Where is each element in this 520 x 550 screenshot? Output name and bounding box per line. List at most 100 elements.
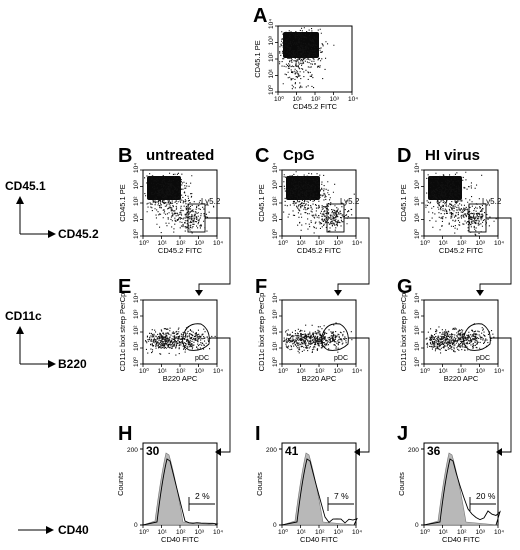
pdc-gate <box>321 323 349 351</box>
y-axis-label: Counts <box>255 472 264 496</box>
panel-letter: E <box>118 276 131 298</box>
x-tick-label: 10⁰ <box>278 239 288 247</box>
x-tick-label: 10⁴ <box>494 240 504 247</box>
y-tick-label: 10¹ <box>414 212 421 222</box>
x-tick-label: 10⁴ <box>352 240 362 247</box>
y-tick-label: 10³ <box>133 179 140 189</box>
y-tick-label: 10⁴ <box>133 163 140 173</box>
x-tick-label: 10⁰ <box>420 528 430 536</box>
y-tick-label: 10⁰ <box>413 357 421 367</box>
scatter-dots <box>425 326 478 354</box>
y-tick-label: 10² <box>414 325 421 335</box>
panel-c: C CpG Ly5.2 10⁰ 10¹ 10² 10³ 10⁴ 10⁰ 10¹ 10² 10³ 10⁴ C… <box>255 145 370 296</box>
y-tick-label: 10⁴ <box>414 163 421 173</box>
scatter-dots <box>283 171 336 221</box>
x-axis-label: CD40 FITC <box>300 535 339 544</box>
panel-title: untreated <box>146 147 214 164</box>
y-tick-label: 10³ <box>268 35 275 45</box>
x-tick-label: 10⁴ <box>352 368 362 375</box>
x-tick-label: 10⁰ <box>278 528 288 536</box>
x-tick-label: 10¹ <box>439 368 449 375</box>
legend-x-label: B220 <box>58 357 87 371</box>
y-tick-label: 10⁰ <box>267 85 275 95</box>
panel-title: HI virus <box>425 147 480 164</box>
x-axis-label: B220 APC <box>302 374 337 383</box>
y-tick-label: 10¹ <box>272 212 279 222</box>
y-tick-label: 10³ <box>414 179 421 189</box>
x-tick-label: 10³ <box>476 240 486 247</box>
x-axis-label: CD45.2 FITC <box>293 102 338 111</box>
y-axis-label: CD11c biot strep PerCp <box>257 293 266 372</box>
y-tick-label: 10¹ <box>133 212 140 222</box>
x-tick-label: 10⁰ <box>139 367 149 375</box>
x-tick-label: 10¹ <box>158 368 168 375</box>
panel-i: I 7 % 41 0 200 10⁰ 10¹ 10² 10³ 10⁴ Counts CD40 FITC <box>255 423 362 544</box>
arrow-head <box>48 360 56 368</box>
y-tick-label: 10² <box>133 196 140 206</box>
legend-y-label: CD11c <box>5 309 42 323</box>
cd40-histogram <box>423 458 501 526</box>
x-axis-label: CD45.2 FITC <box>158 246 203 255</box>
x-tick-label: 10⁴ <box>494 529 504 536</box>
x-tick-label: 10⁰ <box>420 367 430 375</box>
arrow-head <box>195 290 203 296</box>
x-tick-label: 10³ <box>195 529 205 536</box>
mfi-value: 41 <box>285 444 299 458</box>
gate-arrow <box>479 217 512 292</box>
panel-j: J 20 % 36 0 200 10⁰ 10¹ 10² 10³ 10⁴ Counts CD40 FIT… <box>397 423 504 544</box>
legend-x-label: CD40 <box>58 523 89 537</box>
y-tick-label: 10² <box>414 196 421 206</box>
x-tick-label: 10¹ <box>297 240 307 247</box>
scatter-dots <box>161 326 216 350</box>
arrow-head <box>496 448 502 456</box>
x-tick-label: 10³ <box>195 240 205 247</box>
x-tick-label: 10² <box>311 96 321 103</box>
y-axis-label: CD45.1 PE <box>399 184 408 222</box>
x-tick-label: 10² <box>457 529 467 536</box>
x-tick-label: 10¹ <box>293 96 303 103</box>
arrow-head <box>16 326 24 334</box>
y-tick-label: 10³ <box>133 309 140 319</box>
x-axis-label: CD45.2 FITC <box>297 246 342 255</box>
x-axis-label: CD40 FITC <box>161 535 200 544</box>
panel-letter: J <box>397 423 408 445</box>
scatter-dots <box>144 172 201 217</box>
scatter-dots <box>283 324 336 354</box>
x-tick-label: 10⁰ <box>420 239 430 247</box>
axis-legend: CD45.1 CD45.2 CD11c B220 CD40 <box>5 179 99 537</box>
scatter-dots <box>145 327 202 356</box>
x-tick-label: 10⁰ <box>139 528 149 536</box>
scatter-dots <box>170 200 210 234</box>
pdc-gate <box>463 323 491 351</box>
x-tick-label: 10³ <box>476 529 486 536</box>
y-tick-label: 10⁴ <box>272 293 279 303</box>
x-axis-label: B220 APC <box>163 374 198 383</box>
y-axis-label: Counts <box>397 472 406 496</box>
x-axis-label: B220 APC <box>444 374 479 383</box>
y-tick-label: 10² <box>268 52 275 62</box>
scatter-dots <box>450 323 495 351</box>
y-tick-label: 0 <box>415 522 419 529</box>
percent-label: 2 % <box>195 491 210 501</box>
legend-x-label: CD45.2 <box>58 227 99 241</box>
y-tick-label: 10⁰ <box>271 229 279 239</box>
scatter-dots <box>304 322 353 353</box>
x-tick-label: 10¹ <box>297 529 307 536</box>
panel-d: D HI virus Ly5.2 10⁰ 10¹ 10² 10³ 10⁴ 10⁰ 10¹ 10² 10… <box>397 145 512 296</box>
x-tick-label: 10³ <box>330 96 340 103</box>
y-axis-label: CD45.1 PE <box>253 40 262 78</box>
panel-title: CpG <box>283 147 315 164</box>
scatter-dots <box>426 171 483 227</box>
arrow-head <box>215 448 221 456</box>
x-tick-label: 10⁴ <box>213 368 223 375</box>
x-tick-label: 10¹ <box>439 240 449 247</box>
panel-a: A 10⁰ 10¹ 10² 10³ 10⁴ 10⁰ 10¹ 10² 10³ 10⁴ CD45.1 PE… <box>253 5 358 111</box>
x-tick-label: 10³ <box>195 368 205 375</box>
arrow-head <box>476 290 484 296</box>
control-histogram <box>281 452 357 526</box>
y-axis-label: Counts <box>116 472 125 496</box>
x-tick-label: 10⁰ <box>274 95 284 103</box>
panel-letter: B <box>118 145 132 167</box>
